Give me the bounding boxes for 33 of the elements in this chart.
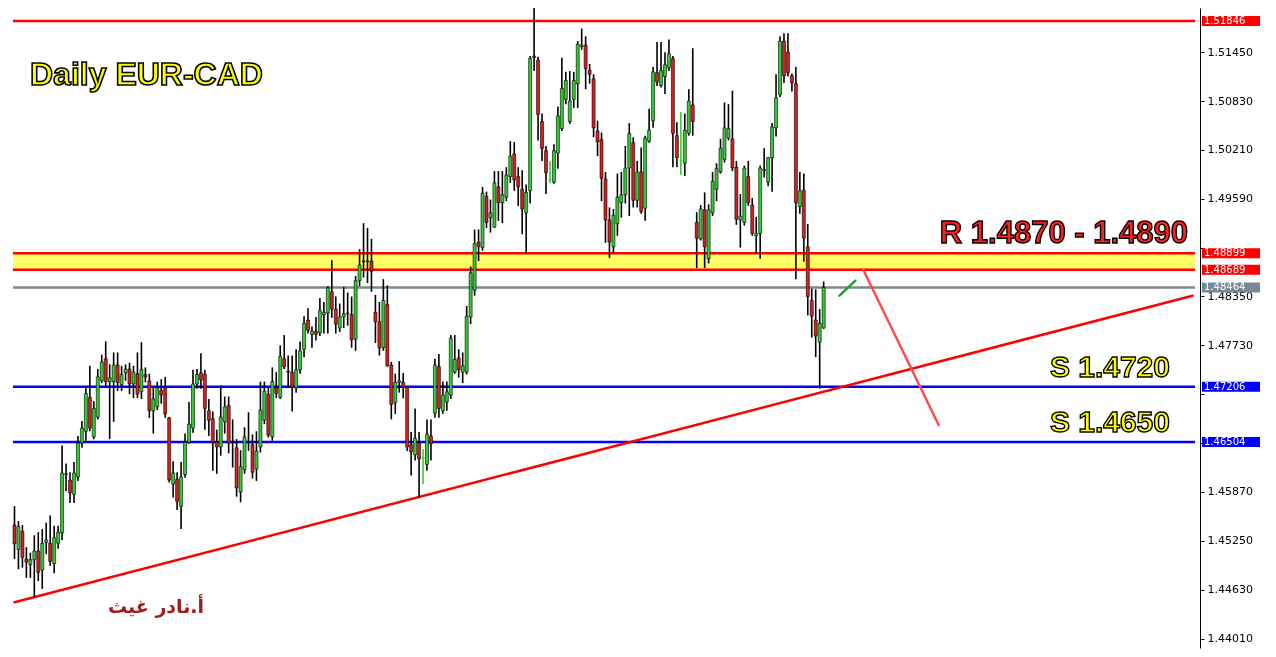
ref-line-label: 1.48899 bbox=[1204, 247, 1246, 259]
candlestick bbox=[694, 212, 699, 269]
y-tick-label: 1.50830 bbox=[1207, 94, 1253, 108]
y-tick-label: 1.44630 bbox=[1207, 583, 1253, 597]
candlestick bbox=[32, 535, 37, 598]
y-tick-label: 1.45250 bbox=[1207, 534, 1253, 548]
annotation: أ.نادر غيث bbox=[107, 594, 205, 618]
y-tick-label: 1.50210 bbox=[1207, 143, 1253, 157]
candlestick bbox=[567, 71, 572, 124]
candlestick bbox=[500, 171, 505, 224]
annotation: S 1.4720 bbox=[1049, 350, 1170, 384]
band-label: R 1.4870 - 1.4890 bbox=[939, 215, 1188, 251]
ref-line-label: 1.47206 bbox=[1204, 380, 1246, 392]
ref-line-label: 1.48689 bbox=[1204, 263, 1246, 275]
candlestick bbox=[429, 419, 433, 461]
candlestick bbox=[583, 36, 588, 90]
y-tick-label: 1.51450 bbox=[1207, 45, 1253, 59]
candlestick bbox=[365, 227, 370, 284]
candlestick bbox=[48, 515, 52, 567]
y-tick-label: 1.44010 bbox=[1207, 632, 1253, 646]
annotation: S 1.4650 bbox=[1049, 405, 1170, 439]
candlestick bbox=[679, 112, 683, 176]
ref-line-label: 1.51846 bbox=[1204, 14, 1246, 26]
ref-line-label: 1.46504 bbox=[1204, 435, 1246, 447]
candlestick bbox=[286, 355, 290, 388]
candlestick bbox=[341, 287, 346, 329]
candlestick bbox=[139, 342, 144, 399]
y-tick-label: 1.47730 bbox=[1207, 338, 1253, 352]
y-tick-label: 1.45870 bbox=[1207, 485, 1253, 499]
candlestick bbox=[127, 362, 132, 395]
candlestick bbox=[290, 355, 294, 412]
y-tick-label: 1.49590 bbox=[1207, 192, 1253, 206]
text: Daily EUR-CAD bbox=[30, 56, 263, 92]
